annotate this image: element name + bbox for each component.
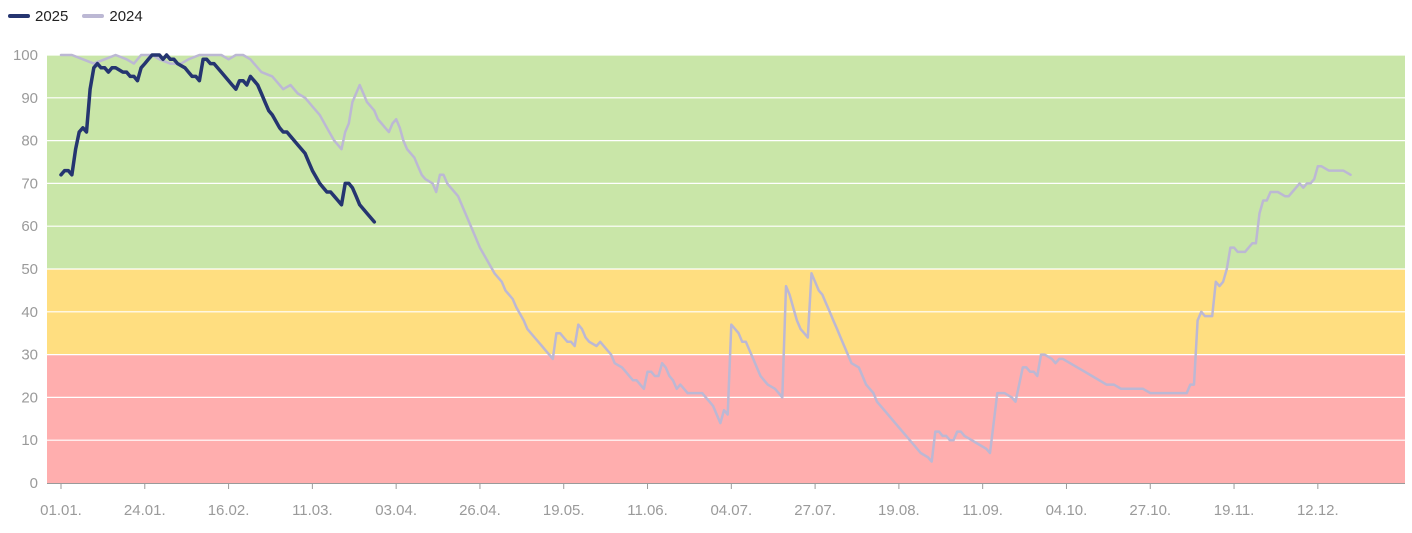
legend-item-2024[interactable]: 2024 [82,7,143,25]
x-tick-label: 24.01. [124,502,166,519]
y-tick-label: 80 [21,133,38,150]
x-tick-label: 01.01. [40,502,82,519]
x-tick-label: 19.11. [1214,502,1255,519]
x-tick-label: 19.08. [878,502,920,519]
x-tick-label: 27.10. [1129,502,1171,519]
x-tick-label: 11.06. [627,502,668,519]
y-axis-ticks: 0 10 20 30 40 50 60 70 80 90 100 [13,47,38,492]
legend-item-2025[interactable]: 2025 [8,8,68,25]
y-tick-label: 90 [21,90,38,107]
x-tick-label: 12.12. [1297,502,1339,519]
x-tick-label: 03.04. [375,502,417,519]
y-tick-label: 50 [21,261,38,278]
x-tick-label: 04.07. [710,502,752,519]
x-tick-label: 19.05. [543,502,585,519]
y-tick-label: 20 [21,389,38,406]
band-2 [47,354,1405,483]
legend-swatch-2024 [82,14,105,18]
series-line-2024[interactable] [59,53,1352,463]
x-tick-label: 16.02. [208,502,250,519]
legend: 2025 2024 [8,6,143,26]
legend-label-2025: 2025 [35,7,69,25]
y-tick-label: 10 [21,432,38,449]
legend-swatch-2025 [8,14,30,18]
x-tick-label: 27.07. [794,502,836,519]
y-tick-label: 100 [13,47,38,64]
x-tick-label: 04.10. [1046,502,1088,519]
y-tick-label: 40 [21,304,38,321]
series-lines [59,53,1352,463]
x-tick-label: 26.04. [459,502,501,519]
y-tick-label: 70 [21,175,38,192]
series-line-2025[interactable] [59,53,377,224]
legend-label-2024: 2024 [109,7,143,25]
gridlines [47,54,1405,441]
x-axis-ticks: 01.01. 24.01. 16.02. 11.03. 03.04. 26.04. 19.0… [40,483,1339,519]
x-tick-label: 11.03. [292,502,333,519]
y-tick-label: 0 [30,475,38,492]
threshold-bands [47,55,1405,483]
x-tick-label: 11.09. [962,502,1003,519]
y-tick-label: 60 [21,218,38,235]
y-tick-label: 30 [21,347,38,364]
band-0 [47,55,1405,269]
